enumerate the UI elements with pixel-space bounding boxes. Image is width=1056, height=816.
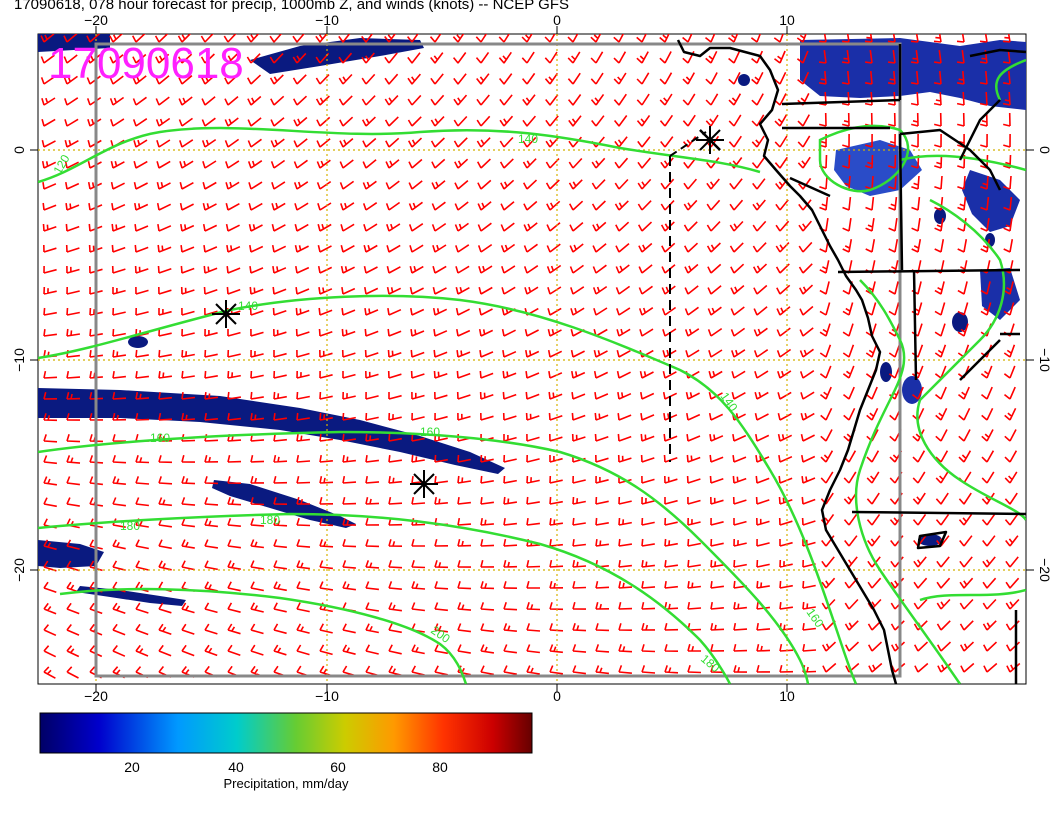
lon-tick-top: −10 bbox=[315, 12, 339, 28]
precip-spot-1 bbox=[902, 376, 922, 404]
lon-tick-bottom: −10 bbox=[315, 688, 339, 704]
contour-160 bbox=[38, 430, 810, 684]
contour-label-180a: 180 bbox=[120, 519, 140, 533]
colorbar bbox=[39, 712, 533, 754]
precip-small bbox=[128, 336, 148, 348]
colorbar-tick: 60 bbox=[330, 759, 346, 775]
lon-tick-bottom: −20 bbox=[84, 688, 108, 704]
lon-tick-top: 10 bbox=[779, 12, 795, 28]
lon-tick-bottom: 0 bbox=[553, 688, 561, 704]
contour-140 bbox=[38, 294, 858, 684]
colorbar-tick: 40 bbox=[228, 759, 244, 775]
contour-label-160b: 160 bbox=[420, 425, 440, 439]
contour-label-140a: 140 bbox=[518, 132, 538, 146]
precip-spot-2 bbox=[952, 312, 968, 332]
border-1 bbox=[781, 98, 1026, 516]
precip-africa-east bbox=[962, 170, 1020, 232]
border-2 bbox=[898, 44, 1026, 191]
dashed-meridian-top bbox=[669, 131, 707, 157]
lat-tick-left: 0 bbox=[11, 146, 27, 154]
contour-africa-3 bbox=[854, 279, 962, 684]
lon-tick-bottom: 10 bbox=[779, 688, 795, 704]
star-marker bbox=[212, 300, 240, 328]
wind-barbs bbox=[40, 34, 1021, 679]
wind-barb-field bbox=[40, 34, 1021, 679]
contour-label-140b: 140 bbox=[238, 299, 258, 313]
precip-africa-north bbox=[800, 38, 1026, 110]
precip-spot-3 bbox=[880, 362, 892, 382]
date-stamp: 17090618 bbox=[48, 39, 244, 88]
domain-box bbox=[94, 42, 902, 678]
axis-ticks bbox=[30, 26, 1034, 692]
map-title: 17090618, 078 hour forecast for precip, … bbox=[14, 0, 569, 13]
lat-tick-left: −20 bbox=[11, 558, 27, 582]
precip-top-left bbox=[250, 38, 424, 74]
lon-tick-top: −20 bbox=[84, 12, 108, 28]
lat-tick-left: −10 bbox=[11, 348, 27, 372]
precip-top-left-2 bbox=[38, 34, 110, 52]
lat-tick-right: 0 bbox=[1037, 146, 1053, 154]
precip-spot-4 bbox=[738, 74, 750, 86]
contour-africa-4 bbox=[919, 58, 1026, 602]
contour-200 bbox=[59, 587, 468, 684]
coastlines bbox=[676, 39, 1026, 684]
colorbar-tick: 20 bbox=[124, 759, 140, 775]
lon-tick-top: 0 bbox=[553, 12, 561, 28]
precip-west-edge bbox=[38, 540, 104, 568]
border-3 bbox=[898, 133, 1018, 684]
coastline-africa bbox=[676, 39, 898, 684]
colorbar-tick: 80 bbox=[432, 759, 448, 775]
island-2 bbox=[916, 530, 948, 550]
star-marker bbox=[410, 470, 438, 498]
precip-band-main bbox=[38, 388, 505, 474]
center-markers bbox=[212, 126, 724, 498]
contour-africa-2 bbox=[899, 154, 1026, 521]
lat-tick-right: −10 bbox=[1037, 348, 1053, 372]
contour-180 bbox=[38, 512, 732, 684]
colorbar-title: Precipitation, mm/day bbox=[223, 776, 349, 791]
contour-label-180b: 180 bbox=[260, 513, 280, 527]
contour-label-160a: 160 bbox=[150, 431, 170, 445]
contour-120 bbox=[38, 126, 761, 184]
lat-tick-right: −20 bbox=[1037, 558, 1053, 582]
star-marker bbox=[696, 126, 724, 154]
